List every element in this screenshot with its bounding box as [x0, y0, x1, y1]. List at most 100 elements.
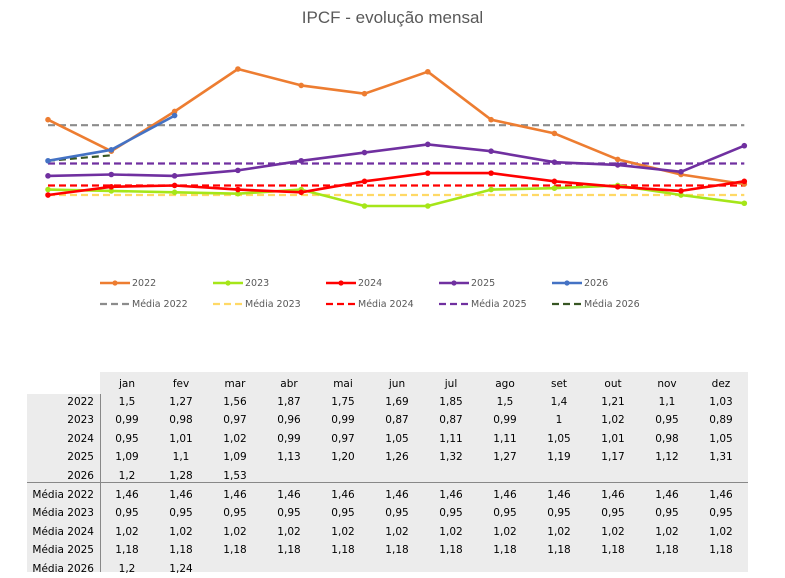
table-cell: 1,05	[385, 432, 409, 445]
point-2024	[425, 170, 431, 176]
point-2023	[678, 192, 684, 198]
table-cell: 1,56	[223, 396, 247, 408]
table-cell: 1,46	[493, 489, 517, 501]
point-2022	[171, 108, 178, 115]
table-cell: 1,13	[277, 451, 301, 464]
table-cell: 1,02	[439, 525, 463, 538]
table-cell: 1,27	[169, 396, 193, 408]
point-2026	[45, 157, 51, 164]
row-label: Média 2023	[32, 507, 94, 520]
table-cell: 1,46	[277, 489, 301, 501]
row-label: 2024	[67, 432, 94, 445]
table-cell: 1,01	[601, 432, 625, 445]
table-cell: 1,20	[331, 451, 355, 464]
line-2024	[47, 171, 745, 197]
table-cell: 1,18	[331, 544, 355, 557]
line-chart	[45, 66, 748, 209]
table-body-background	[27, 394, 748, 572]
legend-label: 2023	[245, 277, 270, 289]
table-cell: 0,95	[331, 507, 355, 520]
point-2022	[361, 90, 368, 97]
table-cell: 0,99	[277, 432, 301, 445]
table-cell: 0,95	[115, 507, 139, 520]
dashed-line-swatch-icon	[439, 302, 469, 306]
table-cell: 1,17	[601, 451, 625, 464]
table-cell: 0,95	[439, 507, 463, 520]
table-cell: 0,87	[439, 414, 463, 427]
table-cell: 1,1	[658, 396, 676, 408]
table-row: Média 2023 0,95 0,95 0,95 0,95 0,95 0,95 0,95 0,…	[27, 504, 732, 522]
point-2023	[45, 186, 51, 193]
row-label: 2022	[67, 396, 94, 408]
table-cell: 0,99	[331, 414, 355, 427]
table-row: 2024 0,95 1,01 1,02 0,99 0,97 1,05 1,11 1,11 1,05…	[27, 430, 732, 448]
table-cell: 1,02	[493, 525, 517, 538]
table-cell: 1,46	[601, 489, 625, 501]
table-cell: 1,03	[709, 396, 733, 408]
table-cell: 1,24	[169, 562, 193, 575]
table-cell: 1,05	[709, 432, 733, 445]
table-cell: 0,97	[331, 432, 355, 445]
table-row: Média 2026 1,2 1,24	[27, 560, 192, 578]
line-marker-swatch-icon	[100, 280, 130, 286]
legend-item-media-2025: Média 2025	[439, 297, 527, 311]
legend-item-media-2022: Média 2022	[100, 297, 188, 311]
table-cell: 0,95	[169, 507, 193, 520]
row-label: Média 2024	[32, 525, 94, 538]
table-cell: 1,46	[169, 489, 193, 501]
column-header: jul	[444, 378, 458, 390]
legend-label: Média 2022	[132, 298, 188, 310]
table-cell: 1,18	[169, 544, 193, 557]
table-cell: 1,05	[547, 432, 571, 445]
line-marker-swatch-icon	[439, 280, 469, 286]
line-marker-swatch-icon	[552, 280, 582, 286]
column-header: jun	[388, 378, 406, 390]
table-cell: 1,02	[547, 525, 571, 538]
table-cell: 1,02	[601, 525, 625, 538]
point-2024	[45, 192, 51, 198]
row-label: 2025	[67, 451, 94, 464]
table-cell: 1,31	[709, 451, 733, 464]
table-cell: 0,96	[277, 414, 301, 427]
table-cell: 1,02	[223, 432, 247, 445]
table-cell: 0,99	[115, 414, 139, 427]
table-row: 2022 1,5 1,27 1,56 1,87 1,75 1,69 1,85 1,5 1,4 1,2…	[27, 393, 732, 411]
point-2024	[551, 178, 558, 185]
table-cell: 1,2	[118, 562, 136, 575]
point-2024	[614, 184, 621, 190]
table-cell: 1,26	[385, 451, 409, 464]
column-header: abr	[280, 378, 298, 390]
table-row: 2025 1,09 1,1 1,09 1,13 1,20 1,26 1,32 1,27 1,19 1…	[27, 448, 732, 466]
table-cell: 1,02	[601, 414, 625, 427]
table-cell: 1,02	[169, 525, 193, 538]
point-2026	[108, 147, 115, 153]
point-2022	[488, 116, 494, 123]
legend-label: 2026	[584, 277, 609, 289]
table-row: Média 2025 1,18 1,18 1,18 1,18 1,18 1,18 1,18 1,…	[27, 541, 732, 559]
point-2024	[678, 188, 684, 194]
point-2025	[45, 173, 51, 179]
dashed-line-swatch-icon	[326, 302, 356, 306]
point-2025	[361, 149, 368, 156]
column-header: out	[604, 378, 622, 390]
column-header: ago	[495, 378, 515, 390]
table-cell: 0,98	[655, 432, 679, 445]
point-2024	[235, 186, 241, 193]
table-cell: 1,18	[493, 544, 517, 557]
point-2025	[171, 173, 178, 179]
table-cell: 0,97	[223, 414, 247, 427]
table-cell: 1,5	[496, 396, 514, 408]
point-2022	[298, 82, 305, 89]
series-2026	[45, 112, 178, 164]
table-cell: 1,02	[223, 525, 247, 538]
column-header: jan	[118, 378, 135, 390]
column-header: mai	[333, 378, 353, 390]
table-cell: 1,75	[331, 396, 355, 408]
point-2025	[425, 141, 431, 148]
point-2025	[488, 148, 494, 154]
table-cell: 1,01	[169, 432, 193, 445]
table-row: 2026 1,2 1,28 1,53	[27, 467, 246, 485]
legend-label: Média 2024	[358, 298, 414, 310]
row-label: 2023	[67, 414, 94, 427]
point-2025	[235, 167, 241, 174]
